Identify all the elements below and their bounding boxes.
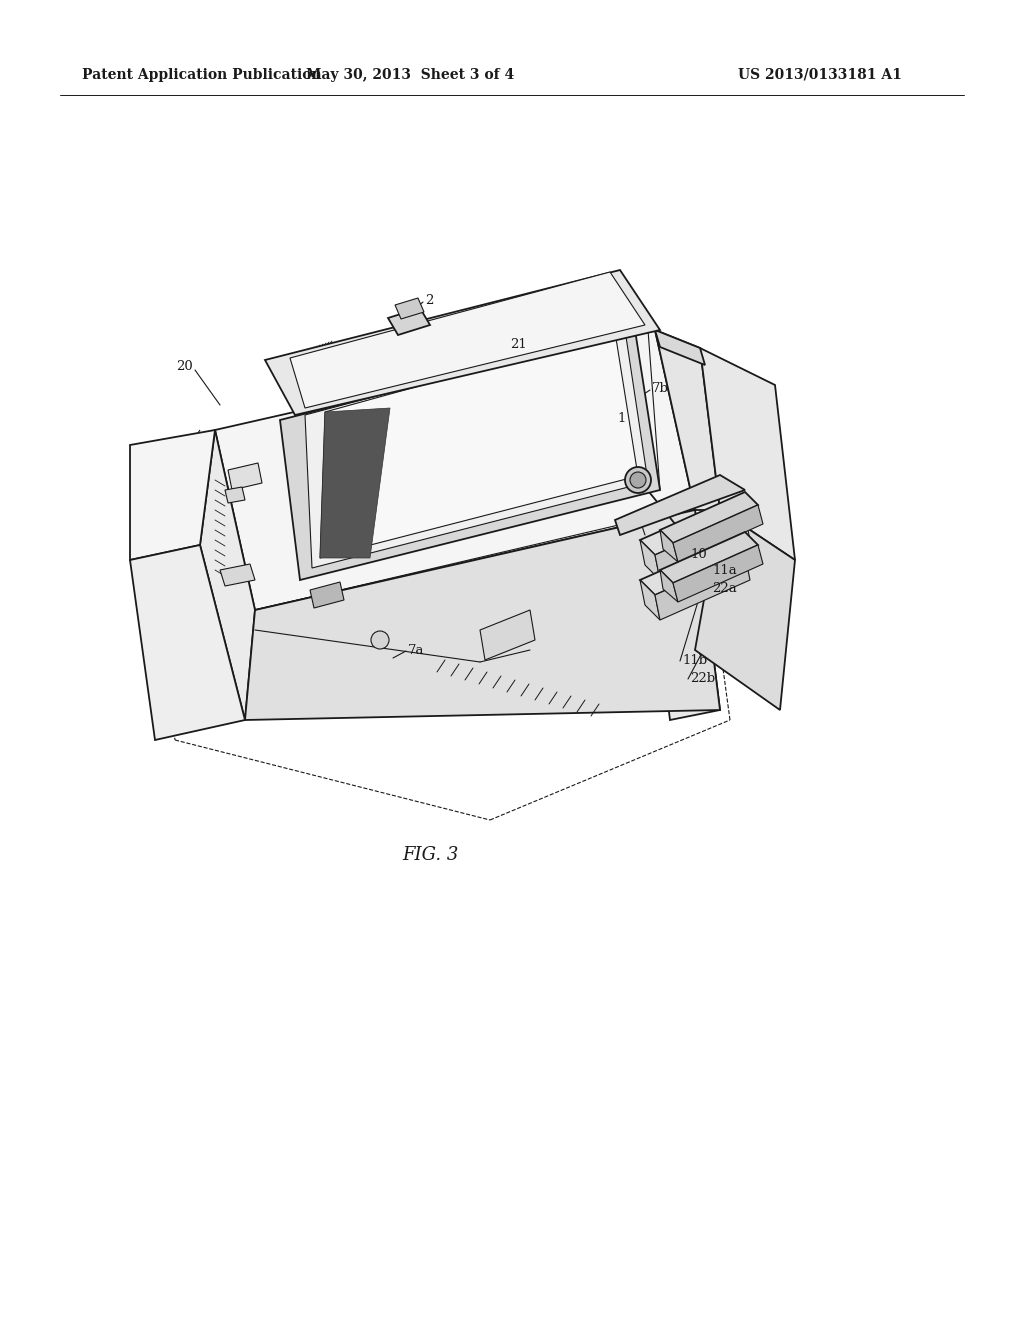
Polygon shape <box>319 333 638 558</box>
Polygon shape <box>200 430 255 719</box>
Polygon shape <box>645 510 720 719</box>
Polygon shape <box>695 510 795 710</box>
Polygon shape <box>700 348 795 560</box>
Polygon shape <box>310 582 344 609</box>
Text: 1: 1 <box>617 412 626 425</box>
Text: 20: 20 <box>176 360 193 374</box>
Circle shape <box>625 467 651 492</box>
Text: US 2013/0133181 A1: US 2013/0133181 A1 <box>738 69 902 82</box>
Polygon shape <box>660 570 678 602</box>
Text: May 30, 2013  Sheet 3 of 4: May 30, 2013 Sheet 3 of 4 <box>306 69 514 82</box>
Polygon shape <box>640 540 660 579</box>
Polygon shape <box>615 475 745 535</box>
Text: 7b: 7b <box>652 381 669 395</box>
Polygon shape <box>215 330 695 610</box>
Polygon shape <box>655 330 705 366</box>
Polygon shape <box>660 492 758 543</box>
Text: 7a: 7a <box>408 644 425 656</box>
Polygon shape <box>265 271 660 414</box>
Text: 2: 2 <box>425 293 433 306</box>
Polygon shape <box>305 330 648 568</box>
Circle shape <box>371 631 389 649</box>
Polygon shape <box>319 408 390 558</box>
Polygon shape <box>660 532 758 583</box>
Text: 10: 10 <box>690 549 707 561</box>
Polygon shape <box>388 308 430 335</box>
Polygon shape <box>480 610 535 660</box>
Text: 22a: 22a <box>712 582 736 594</box>
Polygon shape <box>225 487 245 503</box>
Text: 22b: 22b <box>690 672 715 685</box>
Polygon shape <box>290 272 645 408</box>
Text: 11b: 11b <box>682 653 708 667</box>
Polygon shape <box>220 564 255 586</box>
Polygon shape <box>640 540 745 595</box>
Polygon shape <box>660 531 678 562</box>
Polygon shape <box>245 510 720 719</box>
Polygon shape <box>673 545 763 602</box>
Polygon shape <box>640 500 745 554</box>
Polygon shape <box>130 430 215 560</box>
Text: FIG. 3: FIG. 3 <box>401 846 458 865</box>
Polygon shape <box>280 330 660 579</box>
Circle shape <box>630 473 646 488</box>
Polygon shape <box>395 298 424 319</box>
Polygon shape <box>640 579 660 620</box>
Polygon shape <box>655 330 720 510</box>
Polygon shape <box>655 515 750 579</box>
Polygon shape <box>130 545 245 741</box>
Text: Patent Application Publication: Patent Application Publication <box>82 69 322 82</box>
Polygon shape <box>228 463 262 490</box>
Polygon shape <box>673 506 763 562</box>
Polygon shape <box>655 554 750 620</box>
Text: 21: 21 <box>510 338 526 351</box>
Text: 11a: 11a <box>712 564 736 577</box>
